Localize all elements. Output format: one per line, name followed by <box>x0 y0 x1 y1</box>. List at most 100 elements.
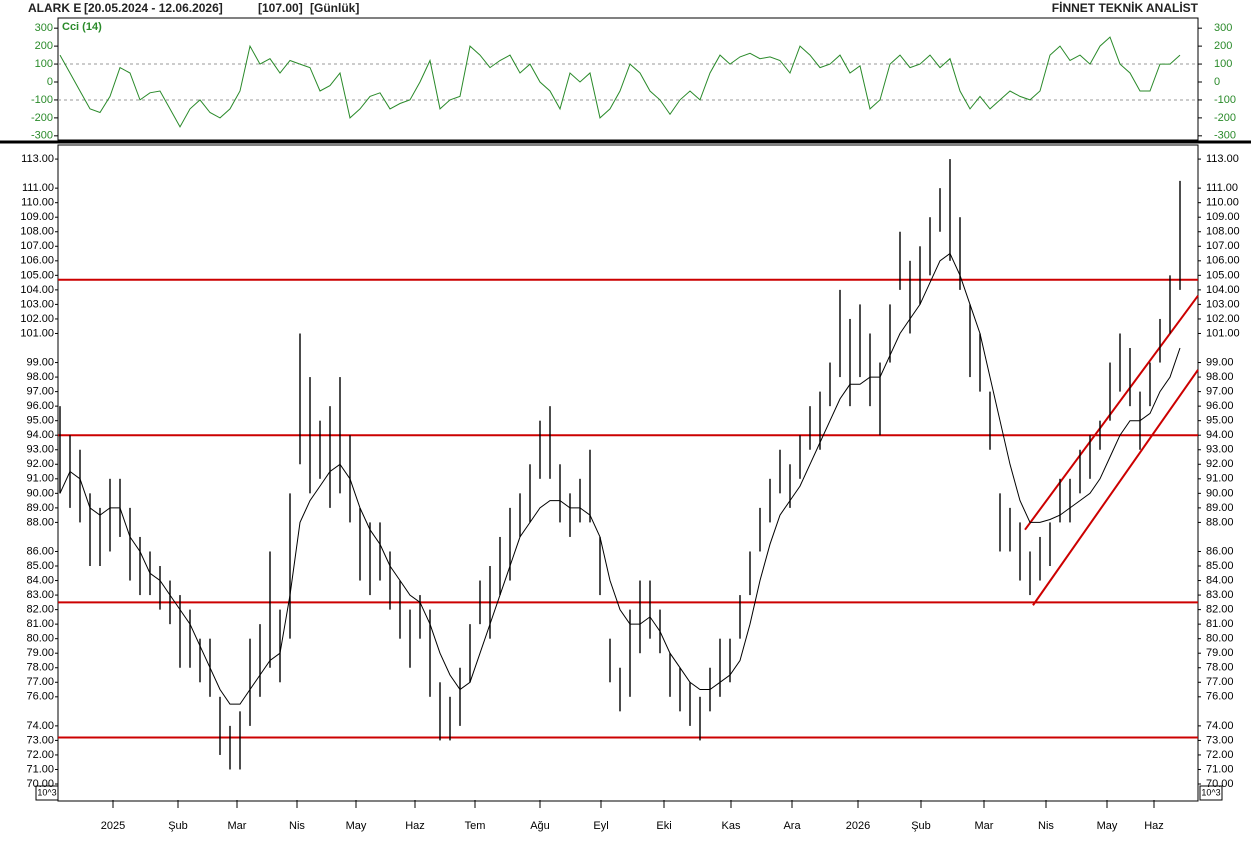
y-tick-label: 74.00 <box>26 720 54 732</box>
y-tick-label: 95.00 <box>26 415 54 427</box>
y-tick-label: 84.00 <box>26 574 54 586</box>
y-tick-label: 300 <box>35 22 53 34</box>
y-tick-label: 113.00 <box>21 153 54 165</box>
symbol: ALARK E <box>28 1 81 15</box>
y-tick-label: 85.00 <box>26 560 54 572</box>
y-tick-label: 71.00 <box>1206 763 1234 775</box>
x-tick-label: Şub <box>168 820 188 832</box>
y-tick-label: 84.00 <box>1206 574 1234 586</box>
y-tick-label: 77.00 <box>26 676 54 688</box>
y-tick-label: 81.00 <box>26 618 54 630</box>
y-tick-label: -300 <box>31 130 53 142</box>
x-tick-label: Ara <box>783 820 801 832</box>
y-tick-label: 110.00 <box>21 197 54 209</box>
y-tick-label: 300 <box>1214 22 1232 34</box>
x-tick-label: May <box>1097 820 1118 832</box>
y-tick-label: 70.00 <box>26 778 54 790</box>
y-tick-label: 92.00 <box>1206 458 1234 470</box>
channel-line <box>1024 295 1199 531</box>
y-tick-label: 73.00 <box>26 734 54 746</box>
y-tick-label: -100 <box>1214 94 1236 106</box>
y-tick-label: 78.00 <box>1206 662 1234 674</box>
y-tick-label: 95.00 <box>1206 415 1234 427</box>
x-tick-label: Şub <box>911 820 931 832</box>
y-tick-label: -100 <box>31 94 53 106</box>
y-tick-label: 82.00 <box>1206 604 1234 616</box>
y-tick-label: 94.00 <box>1206 429 1234 441</box>
price-frame <box>57 144 1199 802</box>
y-tick-label: 103.00 <box>20 298 54 310</box>
y-tick-label: 96.00 <box>1206 400 1234 412</box>
y-tick-label: -300 <box>1214 130 1236 142</box>
y-tick-label: 92.00 <box>26 458 54 470</box>
x-tick-label: Nis <box>289 820 305 832</box>
y-tick-label: 89.00 <box>26 502 54 514</box>
y-tick-label: 70.00 <box>1206 778 1234 790</box>
y-tick-label: 85.00 <box>1206 560 1234 572</box>
y-tick-label: 80.00 <box>1206 633 1234 645</box>
x-tick-label: Kas <box>722 820 741 832</box>
y-tick-label: 83.00 <box>1206 589 1234 601</box>
y-tick-label: 72.00 <box>1206 749 1234 761</box>
x-tick-label: Eyl <box>593 820 608 832</box>
x-tick-label: Ağu <box>530 820 550 832</box>
unit-box <box>1199 785 1223 801</box>
y-tick-label: 106.00 <box>1206 255 1240 267</box>
y-tick-label: 100 <box>35 58 53 70</box>
x-tick-label: Mar <box>228 820 247 832</box>
unit-box <box>35 785 59 801</box>
channel-line <box>1032 369 1199 606</box>
y-tick-label: 103.00 <box>1206 298 1240 310</box>
last-price: [107.00] <box>258 1 303 15</box>
y-tick-label: 98.00 <box>26 371 54 383</box>
y-tick-label: 111.00 <box>22 182 54 194</box>
y-tick-label: 94.00 <box>26 429 54 441</box>
x-tick-label: Eki <box>656 820 671 832</box>
y-tick-label: 101.00 <box>20 327 54 339</box>
x-tick-label: May <box>346 820 367 832</box>
y-tick-label: 96.00 <box>26 400 54 412</box>
y-tick-label: -200 <box>1214 112 1236 124</box>
y-tick-label: 71.00 <box>26 763 54 775</box>
y-tick-label: 0 <box>1214 76 1220 88</box>
y-tick-label: 104.00 <box>20 284 54 296</box>
y-tick-label: 101.00 <box>1206 327 1240 339</box>
x-tick-label: 2025 <box>101 820 125 832</box>
x-tick-label: 2026 <box>846 820 870 832</box>
y-tick-label: 99.00 <box>1206 356 1234 368</box>
y-tick-label: 97.00 <box>1206 386 1234 398</box>
y-tick-label: 109.00 <box>20 211 54 223</box>
y-tick-label: 82.00 <box>26 604 54 616</box>
cci-line <box>59 36 1181 128</box>
y-tick-label: 108.00 <box>20 226 54 238</box>
y-tick-label: 106.00 <box>20 255 54 267</box>
y-tick-label: 83.00 <box>26 589 54 601</box>
y-tick-label: 73.00 <box>1206 734 1234 746</box>
y-tick-label: 107.00 <box>20 240 54 252</box>
y-tick-label: 91.00 <box>1206 473 1234 485</box>
y-tick-label: 97.00 <box>26 386 54 398</box>
y-tick-label: 90.00 <box>26 487 54 499</box>
y-tick-label: 105.00 <box>1206 269 1240 281</box>
y-tick-label: 113.00 <box>1206 153 1239 165</box>
y-tick-label: 78.00 <box>26 662 54 674</box>
y-tick-label: 89.00 <box>1206 502 1234 514</box>
y-tick-label: 0 <box>47 76 53 88</box>
y-tick-label: 99.00 <box>26 356 54 368</box>
y-tick-label: 90.00 <box>1206 487 1234 499</box>
y-tick-label: 200 <box>35 40 53 52</box>
unit-label: 10^3 <box>37 787 56 797</box>
y-tick-label: -200 <box>31 112 53 124</box>
y-tick-label: 200 <box>1214 40 1232 52</box>
x-tick-label: Mar <box>975 820 994 832</box>
y-tick-label: 79.00 <box>1206 647 1234 659</box>
x-tick-label: Tem <box>465 820 486 832</box>
y-tick-label: 102.00 <box>20 313 54 325</box>
y-tick-label: 91.00 <box>26 473 54 485</box>
x-tick-label: Haz <box>1144 820 1164 832</box>
y-tick-label: 80.00 <box>26 633 54 645</box>
y-tick-label: 111.00 <box>1206 182 1238 194</box>
x-tick-label: Nis <box>1038 820 1054 832</box>
brand: FİNNET TEKNİK ANALİST <box>1052 0 1199 15</box>
